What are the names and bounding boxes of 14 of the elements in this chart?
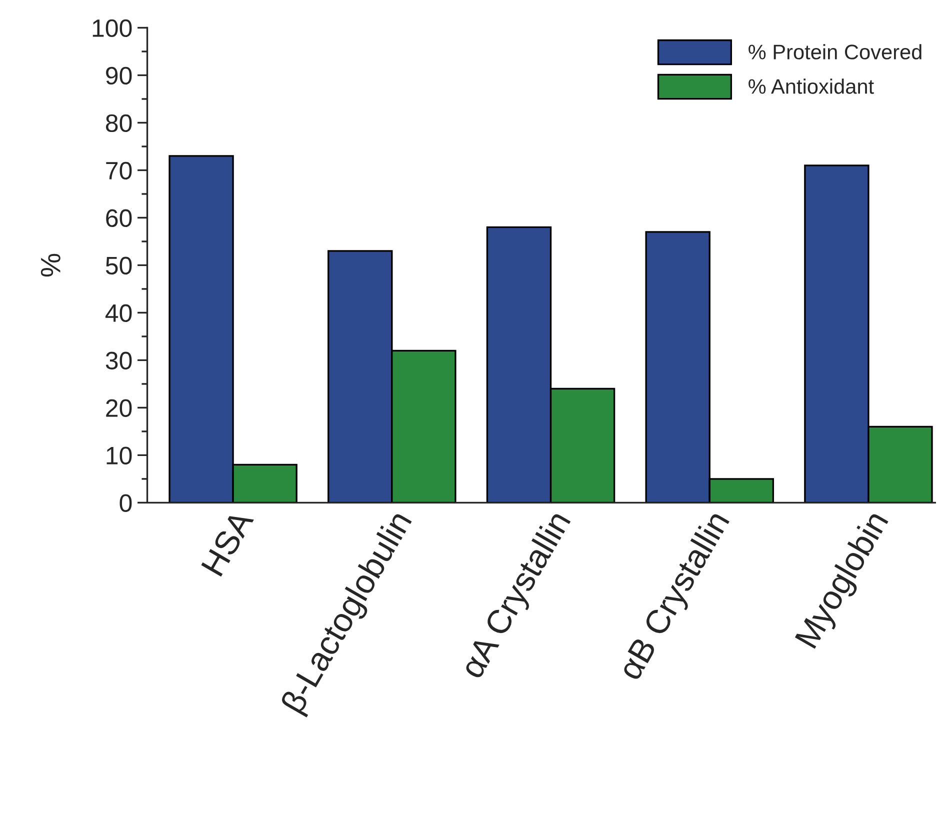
- y-tick-label: 0: [120, 494, 132, 512]
- legend-label: % Protein Covered: [748, 44, 922, 60]
- y-tick-label: 80: [106, 114, 132, 132]
- y-axis-title: %: [40, 254, 60, 277]
- y-tick-label: 20: [106, 399, 132, 417]
- legend-label: % Antioxidant: [748, 78, 874, 94]
- y-tick-label: 30: [106, 352, 132, 370]
- y-tick-label: 100: [92, 19, 132, 38]
- y-tick-label: 90: [106, 66, 132, 85]
- y-tick-label: 60: [106, 209, 132, 228]
- y-tick-label: 70: [106, 162, 132, 180]
- y-tick-label: 50: [106, 256, 132, 275]
- y-tick-label: 10: [106, 446, 132, 464]
- y-tick-label: 40: [105, 304, 132, 322]
